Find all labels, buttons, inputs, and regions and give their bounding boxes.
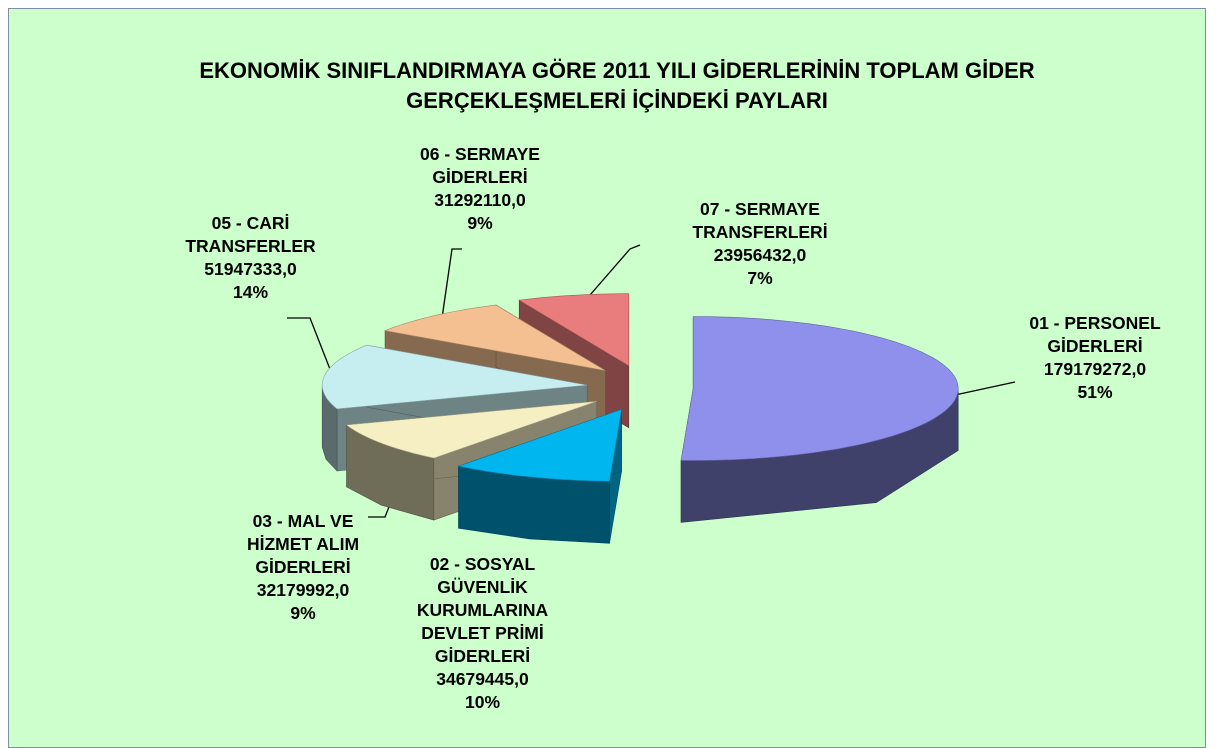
slice xyxy=(680,316,959,523)
slice-top xyxy=(321,344,588,410)
value-label: 23956432,0 xyxy=(713,245,807,265)
category-label: 07 - SERMAYE TRANSFERLERİ xyxy=(692,199,828,242)
slice-top xyxy=(345,400,597,459)
slice-top xyxy=(457,408,622,482)
value-label: 32179992,0 xyxy=(256,580,350,600)
slice xyxy=(457,408,622,544)
chart-title: EKONOMİK SINIFLANDIRMAYA GÖRE 2011 YILI … xyxy=(199,58,1035,113)
category-label: 03 - MAL VE HİZMET ALIM GİDERLERİ xyxy=(246,511,360,577)
share-label: 51% xyxy=(1077,382,1113,402)
data-label: 01 - PERSONEL GİDERLERİ 179179272,0 51% xyxy=(1000,312,1190,404)
value-label: 51947333,0 xyxy=(204,259,297,279)
data-label: 05 - CARİ TRANSFERLER 51947333,0 14% xyxy=(168,212,333,304)
value-label: 34679445,0 xyxy=(436,669,529,689)
leader-line xyxy=(954,381,1016,396)
category-label: 05 - CARİ TRANSFERLER xyxy=(185,213,316,256)
leader-line xyxy=(439,248,462,333)
data-label: 02 - SOSYAL GÜVENLİK KURUMLARINA DEVLET … xyxy=(405,553,560,714)
value-label: 179179272,0 xyxy=(1043,359,1147,379)
leader-line xyxy=(287,317,336,383)
slice-top xyxy=(518,293,630,367)
share-label: 9% xyxy=(467,213,493,233)
data-label: 03 - MAL VE HİZMET ALIM GİDERLERİ 3217999… xyxy=(228,510,378,625)
slice-top xyxy=(384,304,606,371)
share-label: 14% xyxy=(232,282,269,302)
category-label: 01 - PERSONEL GİDERLERİ xyxy=(1029,313,1161,356)
slice-top xyxy=(680,316,959,461)
category-label: 02 - SOSYAL GÜVENLİK KURUMLARINA DEVLET … xyxy=(416,554,549,666)
share-label: 9% xyxy=(290,603,316,623)
share-label: 10% xyxy=(464,692,501,712)
data-label: 06 - SERMAYE GİDERLERİ 31292110,0 9% xyxy=(395,143,565,235)
category-label: 06 - SERMAYE GİDERLERİ xyxy=(420,144,540,187)
leader-lines xyxy=(287,244,1016,518)
value-label: 31292110,0 xyxy=(434,190,526,210)
share-label: 7% xyxy=(747,268,773,288)
data-label: 07 - SERMAYE TRANSFERLERİ 23956432,0 7% xyxy=(665,198,855,290)
